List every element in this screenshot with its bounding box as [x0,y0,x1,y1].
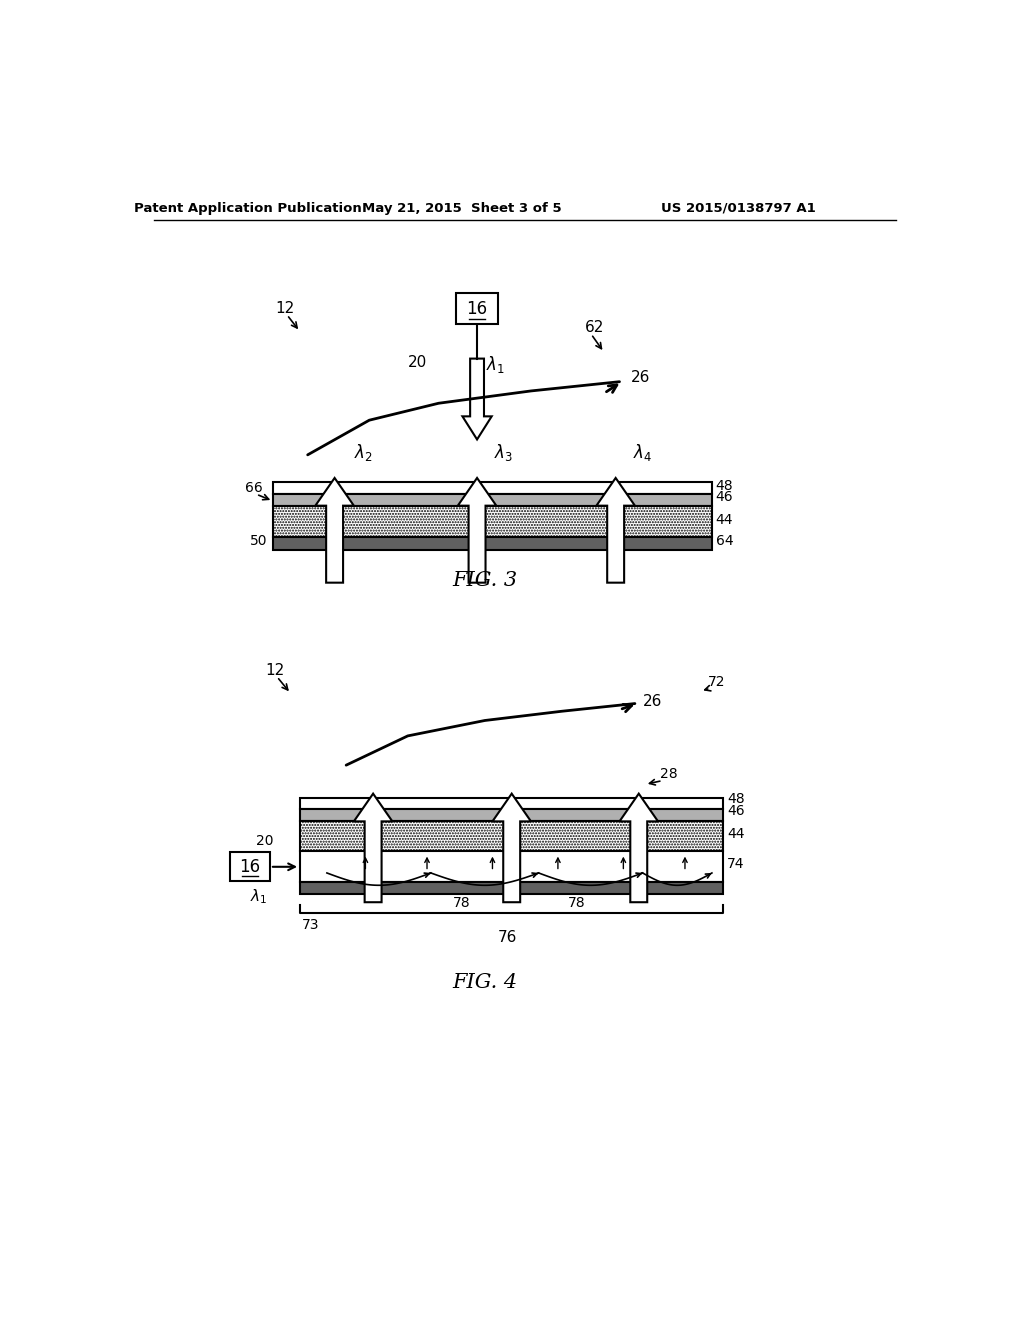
Bar [300,809,724,821]
Polygon shape [620,793,658,903]
Text: $\lambda_1$: $\lambda_1$ [250,887,267,906]
Text: 20: 20 [408,355,427,370]
Polygon shape [493,793,531,903]
Polygon shape [315,478,354,582]
Bar [230,853,270,882]
Text: 78: 78 [568,896,586,909]
Text: 50: 50 [250,535,267,548]
Text: 12: 12 [275,301,295,315]
Text: $\lambda_4$: $\lambda_4$ [633,442,652,463]
Text: 46: 46 [727,804,744,818]
Text: 74: 74 [727,858,744,871]
Text: 46: 46 [716,490,733,504]
Bar [273,537,712,549]
Text: $\lambda_2$: $\lambda_2$ [354,442,373,463]
Text: 26: 26 [631,371,650,385]
Text: 48: 48 [716,479,733,492]
Text: 16: 16 [240,858,260,875]
Text: FIG. 3: FIG. 3 [453,570,517,590]
Text: 78: 78 [453,896,470,909]
Text: 73: 73 [301,917,319,932]
Text: 76: 76 [498,929,517,945]
Text: Patent Application Publication: Patent Application Publication [134,202,361,215]
Bar [300,821,724,851]
Text: $\lambda_1$: $\lambda_1$ [486,354,505,375]
Text: 66: 66 [245,480,262,495]
Polygon shape [463,359,492,440]
Polygon shape [596,478,635,582]
Text: 28: 28 [660,767,678,781]
Text: 48: 48 [727,792,744,807]
Text: 62: 62 [585,321,604,335]
Polygon shape [458,478,497,582]
Text: 16: 16 [467,300,487,318]
Text: 26: 26 [643,694,662,709]
Text: 20: 20 [256,834,273,849]
Bar [456,293,499,323]
Bar [273,507,712,537]
Bar [273,494,712,507]
Text: May 21, 2015  Sheet 3 of 5: May 21, 2015 Sheet 3 of 5 [361,202,561,215]
Bar [300,797,724,809]
Bar [300,851,724,882]
Text: $\lambda_3$: $\lambda_3$ [494,442,513,463]
Text: 64: 64 [716,535,733,548]
Text: US 2015/0138797 A1: US 2015/0138797 A1 [662,202,816,215]
Polygon shape [354,793,392,903]
Text: FIG. 4: FIG. 4 [453,973,517,991]
Text: 72: 72 [708,675,726,689]
Text: 12: 12 [265,663,285,678]
Bar [300,882,724,894]
Text: 44: 44 [716,512,733,527]
Bar [273,482,712,494]
Text: 44: 44 [727,826,744,841]
